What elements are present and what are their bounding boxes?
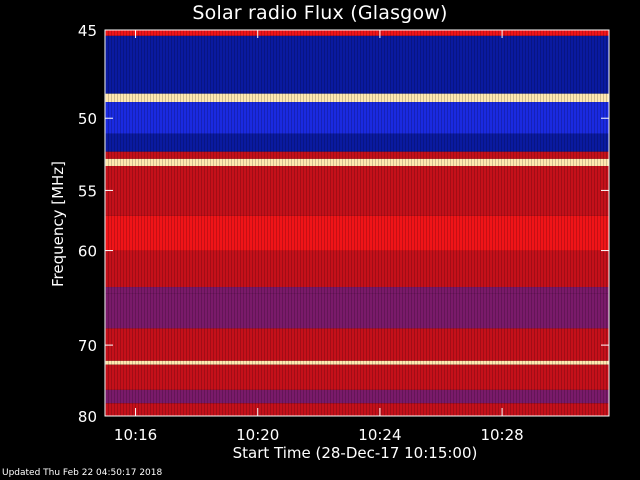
chart-title: Solar radio Flux (Glasgow) xyxy=(192,2,448,24)
texture-overlay xyxy=(105,30,609,416)
y-tick-label: 55 xyxy=(78,182,97,200)
updated-timestamp: Updated Thu Feb 22 04:50:17 2018 xyxy=(2,468,163,478)
x-axis: 10:16 10:20 10:24 10:28 xyxy=(114,30,524,444)
x-tick-label: 10:28 xyxy=(480,426,523,444)
y-tick-label: 50 xyxy=(78,110,97,128)
y-axis-label: Frequency [MHz] xyxy=(49,160,67,288)
y-tick-label: 45 xyxy=(78,22,97,40)
x-tick-label: 10:16 xyxy=(114,426,157,444)
x-tick-label: 10:20 xyxy=(236,426,279,444)
y-axis: 45 50 55 60 70 80 xyxy=(78,22,609,426)
y-tick-label: 80 xyxy=(78,408,97,426)
x-tick-label: 10:24 xyxy=(358,426,401,444)
plot-frame xyxy=(104,29,610,417)
y-tick-label: 60 xyxy=(78,243,97,261)
x-axis-label: Start Time (28-Dec-17 10:15:00) xyxy=(232,444,478,462)
y-tick-label: 70 xyxy=(78,337,97,355)
